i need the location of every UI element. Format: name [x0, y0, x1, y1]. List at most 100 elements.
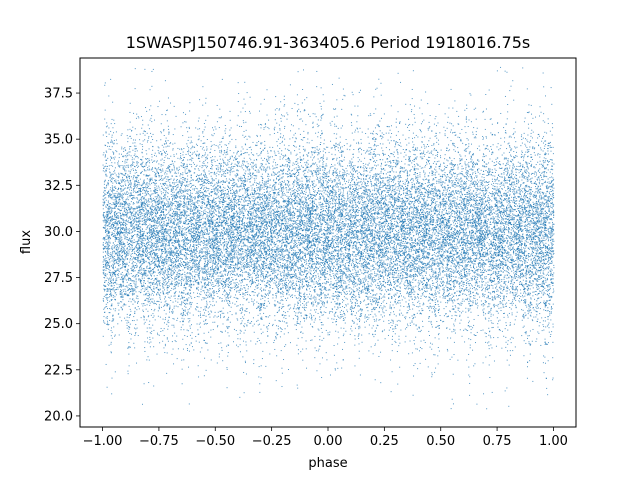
- data-point: [272, 206, 273, 207]
- data-point: [503, 262, 504, 263]
- data-point: [475, 108, 476, 109]
- data-point: [316, 283, 317, 284]
- data-point: [154, 309, 155, 310]
- data-point: [361, 212, 362, 213]
- data-point: [320, 182, 321, 183]
- data-point: [529, 212, 530, 213]
- data-point: [155, 247, 156, 248]
- data-point: [183, 329, 184, 330]
- data-point: [118, 206, 119, 207]
- data-point: [231, 206, 232, 207]
- data-point: [153, 69, 154, 70]
- data-point: [205, 248, 206, 249]
- data-point: [396, 221, 397, 222]
- data-point: [231, 307, 232, 308]
- data-point: [359, 250, 360, 251]
- data-point: [390, 306, 391, 307]
- data-point: [285, 242, 286, 243]
- data-point: [230, 207, 231, 208]
- data-point: [148, 270, 149, 271]
- data-point: [459, 221, 460, 222]
- data-point: [314, 156, 315, 157]
- data-point: [373, 216, 374, 217]
- data-point: [300, 204, 301, 205]
- data-point: [333, 170, 334, 171]
- data-point: [465, 260, 466, 261]
- data-point: [297, 94, 298, 95]
- data-point: [470, 158, 471, 159]
- data-point: [308, 296, 309, 297]
- data-point: [321, 115, 322, 116]
- data-point: [398, 290, 399, 291]
- data-point: [323, 314, 324, 315]
- data-point: [161, 232, 162, 233]
- data-point: [298, 201, 299, 202]
- data-point: [392, 168, 393, 169]
- data-point: [510, 177, 511, 178]
- data-point: [365, 290, 366, 291]
- data-point: [227, 253, 228, 254]
- data-point: [372, 241, 373, 242]
- data-point: [111, 255, 112, 256]
- data-point: [404, 298, 405, 299]
- data-point: [407, 206, 408, 207]
- data-point: [374, 198, 375, 199]
- data-point: [452, 245, 453, 246]
- data-point: [185, 189, 186, 190]
- data-point: [282, 283, 283, 284]
- data-point: [186, 181, 187, 182]
- data-point: [157, 188, 158, 189]
- data-point: [426, 268, 427, 269]
- data-point: [529, 189, 530, 190]
- data-point: [334, 126, 335, 127]
- data-point: [432, 191, 433, 192]
- data-point: [126, 199, 127, 200]
- data-point: [512, 202, 513, 203]
- data-point: [254, 273, 255, 274]
- data-point: [247, 181, 248, 182]
- data-point: [478, 222, 479, 223]
- data-point: [215, 261, 216, 262]
- data-point: [320, 193, 321, 194]
- data-point: [212, 282, 213, 283]
- data-point: [170, 298, 171, 299]
- data-point: [248, 232, 249, 233]
- data-point: [455, 191, 456, 192]
- data-point: [362, 289, 363, 290]
- data-point: [407, 242, 408, 243]
- data-point: [313, 315, 314, 316]
- data-point: [229, 161, 230, 162]
- data-point: [119, 238, 120, 239]
- data-point: [527, 267, 528, 268]
- data-point: [550, 203, 551, 204]
- data-point: [345, 331, 346, 332]
- data-point: [360, 270, 361, 271]
- data-point: [142, 231, 143, 232]
- data-point: [515, 222, 516, 223]
- data-point: [105, 110, 106, 111]
- data-point: [338, 294, 339, 295]
- data-point: [333, 217, 334, 218]
- data-point: [407, 234, 408, 235]
- data-point: [423, 292, 424, 293]
- data-point: [318, 150, 319, 151]
- data-point: [430, 215, 431, 216]
- data-point: [251, 255, 252, 256]
- data-point: [499, 221, 500, 222]
- data-point: [230, 135, 231, 136]
- data-point: [502, 185, 503, 186]
- data-point: [283, 200, 284, 201]
- data-point: [175, 282, 176, 283]
- data-point: [149, 181, 150, 182]
- data-point: [529, 234, 530, 235]
- data-point: [281, 331, 282, 332]
- data-point: [115, 267, 116, 268]
- data-point: [473, 259, 474, 260]
- data-point: [151, 331, 152, 332]
- data-point: [484, 304, 485, 305]
- data-point: [300, 257, 301, 258]
- data-point: [363, 181, 364, 182]
- data-point: [108, 285, 109, 286]
- data-point: [370, 231, 371, 232]
- data-point: [501, 303, 502, 304]
